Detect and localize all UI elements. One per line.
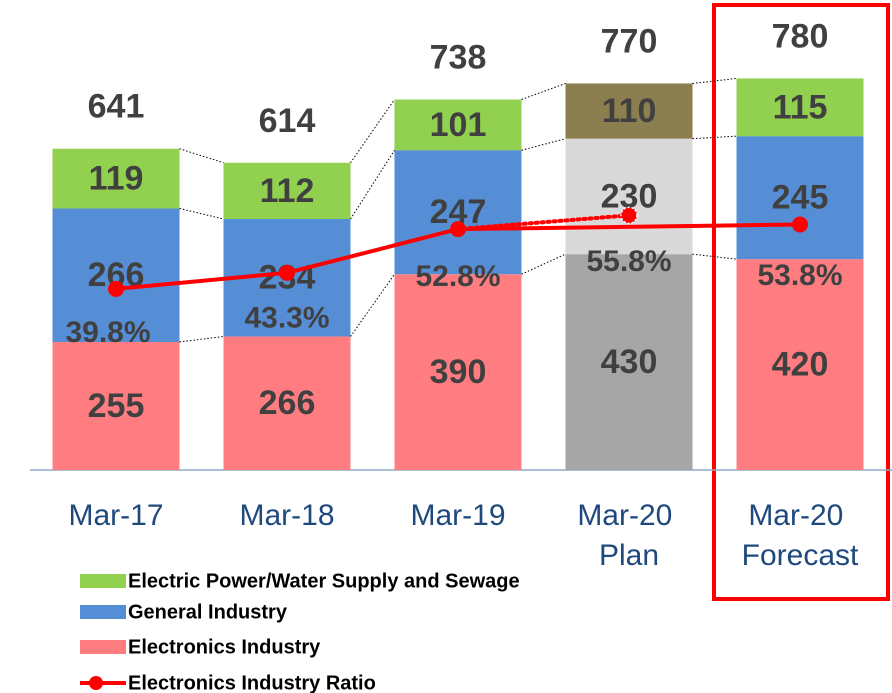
connector (521, 253, 566, 275)
bar-segment (565, 254, 693, 470)
connector (521, 82, 566, 100)
bar-segment (394, 150, 522, 275)
segment-label: 101 (430, 106, 487, 144)
segment-label: 430 (601, 343, 658, 381)
x-tick-label: Mar-20 Forecast (742, 499, 859, 572)
bar-segment (52, 341, 180, 470)
segment-label: 255 (88, 387, 145, 425)
bar-segment (223, 162, 351, 219)
segment-label: 420 (772, 346, 829, 384)
legend-swatch (80, 605, 126, 619)
bar-segment (736, 78, 864, 137)
legend-swatch (80, 574, 126, 588)
connector (179, 207, 224, 220)
connector (692, 253, 737, 260)
bar-segment (223, 336, 351, 470)
total-label: 770 (601, 22, 658, 60)
total-label: 641 (88, 88, 145, 126)
legend-marker (89, 676, 103, 690)
bar-segment (736, 136, 864, 260)
connector (521, 138, 566, 151)
ratio-marker (108, 280, 124, 297)
x-tick-label: Mar-18 (239, 499, 334, 532)
segment-label: 112 (260, 172, 315, 210)
legend-label: Electronics Industry Ratio (128, 672, 376, 693)
legend-label: General Industry (128, 601, 288, 623)
highlight-box (712, 3, 890, 601)
connector (350, 273, 395, 337)
connector (350, 149, 395, 220)
ratio-marker (450, 221, 466, 238)
segment-label: 266 (259, 384, 316, 422)
bar-segment (52, 148, 180, 209)
ratio-label: 39.8% (65, 316, 150, 349)
connector (692, 77, 737, 84)
total-label: 738 (430, 39, 487, 77)
ratio-label: 53.8% (757, 259, 842, 292)
ratio-label: 43.3% (244, 301, 329, 334)
ratio-line (286, 227, 459, 275)
bar-segment (736, 259, 864, 470)
ratio-marker (620, 206, 638, 225)
bar-segment (565, 83, 693, 139)
ratio-marker (279, 264, 295, 281)
bar-segment (565, 138, 693, 255)
x-tick-label-line: Mar-20 (577, 499, 680, 532)
segment-label: 390 (430, 353, 487, 391)
total-label: 614 (259, 102, 316, 140)
segment-label: 115 (773, 88, 828, 126)
total-label: 780 (772, 17, 829, 55)
connector (179, 148, 224, 164)
connector (350, 99, 395, 164)
ratio-label: 55.8% (586, 245, 671, 278)
ratio-line (457, 222, 801, 232)
ratio-label: 52.8% (415, 260, 500, 293)
x-tick-label-line: Plan (599, 539, 659, 572)
x-tick-label-line: Mar-20 (748, 499, 851, 532)
bar-segment (52, 208, 180, 342)
ratio-line (456, 213, 631, 232)
x-tick-label: Mar-20 Plan (577, 499, 680, 572)
x-tick-label: Mar-17 (68, 499, 163, 532)
segment-label: 110 (602, 92, 657, 130)
x-tick-label: Mar-19 (410, 499, 505, 532)
segment-label: 119 (89, 160, 144, 198)
bar-segment (394, 274, 522, 470)
legend-label: Electronics Industry (128, 636, 321, 658)
ratio-line (115, 270, 288, 291)
legend-label: Electric Power/Water Supply and Sewage (128, 570, 520, 592)
legend-swatch (80, 640, 126, 654)
x-tick-label-line: Forecast (742, 539, 859, 572)
connector (692, 135, 737, 140)
ratio-marker (792, 216, 808, 233)
segment-label: 245 (772, 179, 829, 217)
connector (179, 335, 224, 343)
bar-segment (394, 99, 522, 151)
